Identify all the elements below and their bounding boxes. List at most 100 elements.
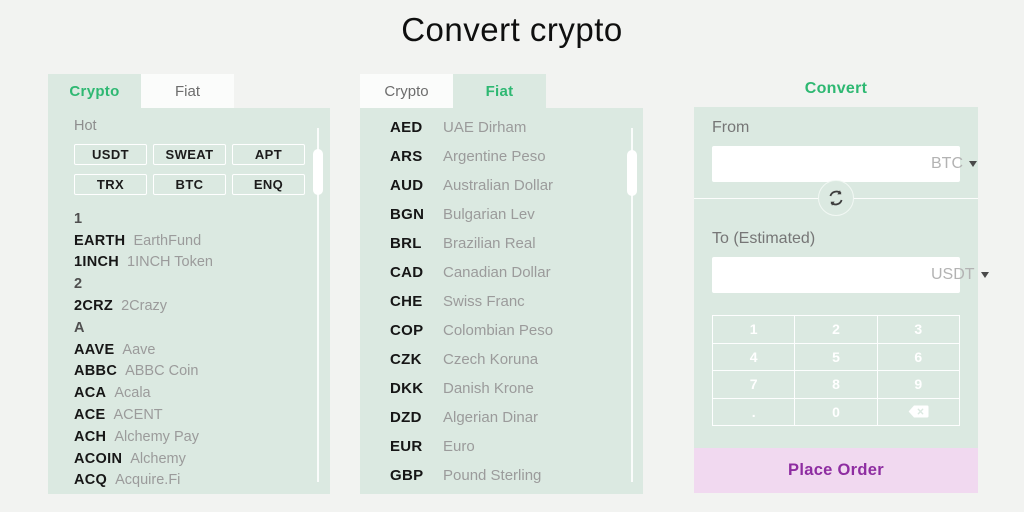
from-input-row: BTC xyxy=(712,146,977,182)
coin-name: 2Crazy xyxy=(121,298,168,315)
coin-symbol: ACA xyxy=(74,385,107,402)
coin-symbol: 1INCH xyxy=(74,254,120,271)
to-input-row: USDT xyxy=(712,257,989,293)
fiat-name: Euro xyxy=(443,438,475,455)
coin-name: Alchemy Pay xyxy=(114,428,199,445)
place-order-button[interactable]: Place Order xyxy=(694,448,978,493)
crypto-list-item[interactable]: ACQ Acquire.Fi xyxy=(74,470,330,492)
fiat-code: ARS xyxy=(390,148,423,165)
fiat-code: AED xyxy=(390,119,423,136)
fiat-name: Brazilian Real xyxy=(443,235,536,252)
keypad-key-0[interactable]: 0 xyxy=(795,398,878,426)
keypad-key-2[interactable]: 2 xyxy=(795,316,878,344)
coin-name: Acquire.Fi xyxy=(115,472,181,489)
from-label: From xyxy=(712,119,750,136)
crypto-list-item[interactable]: 2CRZ 2Crazy xyxy=(74,295,330,317)
fiat-list-item[interactable]: CZK Czech Koruna xyxy=(390,345,643,374)
fiat-list-item[interactable]: BRL Brazilian Real xyxy=(390,229,643,258)
crypto-panel-body: Hot USDT SWEAT APT TRX BTC ENQ xyxy=(48,108,330,494)
keypad-key-9[interactable]: 9 xyxy=(877,371,960,399)
keypad-key-7[interactable]: 7 xyxy=(713,371,796,399)
coin-name: Aave xyxy=(122,341,156,358)
crypto-scrollbar-track xyxy=(317,128,319,482)
fiat-panel-tabbar: Crypto Fiat xyxy=(360,74,643,108)
coin-symbol: 2 xyxy=(74,276,83,293)
fiat-list-item[interactable]: BGN Bulgarian Lev xyxy=(390,200,643,229)
crypto-list-item[interactable]: ACE ACENT xyxy=(74,404,330,426)
crypto-list-item[interactable]: ACH Alchemy Pay xyxy=(74,426,330,448)
fiat-name: Canadian Dollar xyxy=(443,264,551,281)
keypad-key-5[interactable]: 5 xyxy=(795,343,878,371)
convert-title: Convert xyxy=(804,80,868,97)
keypad-key-3[interactable]: 3 xyxy=(877,316,960,344)
coin-symbol: 1 xyxy=(74,210,83,227)
hot-coin-button[interactable]: SWEAT xyxy=(153,144,226,165)
from-amount-input[interactable] xyxy=(712,146,931,182)
crypto-scrollbar-thumb[interactable] xyxy=(313,149,323,195)
fiat-list-item[interactable]: AED UAE Dirham xyxy=(390,113,643,142)
tab-crypto[interactable]: Crypto xyxy=(360,74,453,108)
fiat-name: Czech Koruna xyxy=(443,351,539,368)
fiat-list-item[interactable]: CHE Swiss Franc xyxy=(390,287,643,316)
crypto-list-item[interactable]: EARTH EarthFund xyxy=(74,230,330,252)
coin-name: EarthFund xyxy=(133,232,202,249)
from-currency-value: BTC xyxy=(931,155,963,172)
fiat-name: Colombian Peso xyxy=(443,322,554,339)
to-amount-input[interactable] xyxy=(712,257,931,293)
fiat-name: Pound Sterling xyxy=(443,467,542,484)
from-currency-select[interactable]: BTC xyxy=(931,155,977,173)
fiat-list-item[interactable]: DZD Algerian Dinar xyxy=(390,403,643,432)
fiat-code: BRL xyxy=(390,235,422,252)
crypto-list-item[interactable]: ACOIN Alchemy xyxy=(74,448,330,470)
fiat-code: DKK xyxy=(390,380,424,397)
tab-fiat[interactable]: Fiat xyxy=(453,74,546,108)
backspace-icon xyxy=(908,405,929,418)
fiat-name: Argentine Peso xyxy=(443,148,546,165)
fiat-scrollbar-track xyxy=(631,128,633,482)
fiat-code: COP xyxy=(390,322,424,339)
fiat-list-item[interactable]: DKK Danish Krone xyxy=(390,374,643,403)
swap-button[interactable] xyxy=(818,180,854,216)
tab-crypto[interactable]: Crypto xyxy=(48,74,141,108)
fiat-panel-body: AED UAE Dirham ARS Argentine Peso AUD Au… xyxy=(360,108,643,494)
hot-coin-button[interactable]: ENQ xyxy=(232,174,305,195)
hot-section-label: Hot xyxy=(74,118,97,134)
crypto-list-item[interactable]: ABBC ABBC Coin xyxy=(74,361,330,383)
hot-coin-button[interactable]: APT xyxy=(232,144,305,165)
coin-symbol: ACOIN xyxy=(74,450,123,467)
hot-coin-button[interactable]: USDT xyxy=(74,144,147,165)
to-currency-value: USDT xyxy=(931,266,975,283)
fiat-name: Swiss Franc xyxy=(443,293,525,310)
fiat-code: AUD xyxy=(390,177,424,194)
keypad-key-4[interactable]: 4 xyxy=(713,343,796,371)
coin-symbol: AAVE xyxy=(74,341,115,358)
fiat-code: BGN xyxy=(390,206,425,223)
hot-coins-grid: USDT SWEAT APT TRX BTC ENQ xyxy=(74,144,305,195)
coin-name: Acala xyxy=(114,385,151,402)
fiat-list-item[interactable]: EUR Euro xyxy=(390,432,643,461)
keypad-key-decimal[interactable]: . xyxy=(713,398,796,426)
crypto-list-item[interactable]: ACA Acala xyxy=(74,382,330,404)
crypto-list-item[interactable]: 1INCH 1INCH Token xyxy=(74,252,330,274)
tab-fiat[interactable]: Fiat xyxy=(141,74,234,108)
fiat-name: UAE Dirham xyxy=(443,119,527,136)
fiat-list-item[interactable]: CAD Canadian Dollar xyxy=(390,258,643,287)
keypad-key-8[interactable]: 8 xyxy=(795,371,878,399)
hot-coin-button[interactable]: TRX xyxy=(74,174,147,195)
keypad-key-1[interactable]: 1 xyxy=(713,316,796,344)
fiat-scrollbar-thumb[interactable] xyxy=(627,150,637,196)
fiat-list-item[interactable]: ARS Argentine Peso xyxy=(390,142,643,171)
to-currency-select[interactable]: USDT xyxy=(931,266,989,284)
fiat-code: CAD xyxy=(390,264,424,281)
fiat-list-item[interactable]: AUD Australian Dollar xyxy=(390,171,643,200)
fiat-list-item[interactable]: COP Colombian Peso xyxy=(390,316,643,345)
fiat-list-item[interactable]: GBP Pound Sterling xyxy=(390,461,643,490)
crypto-list-item[interactable]: AAVE Aave xyxy=(74,339,330,361)
convert-panel-body: From BTC xyxy=(694,107,989,448)
keypad-key-6[interactable]: 6 xyxy=(877,343,960,371)
backspace-key[interactable] xyxy=(877,398,960,426)
chevron-down-icon xyxy=(969,161,977,167)
coin-name: ABBC Coin xyxy=(125,363,199,380)
hot-coin-button[interactable]: BTC xyxy=(153,174,226,195)
